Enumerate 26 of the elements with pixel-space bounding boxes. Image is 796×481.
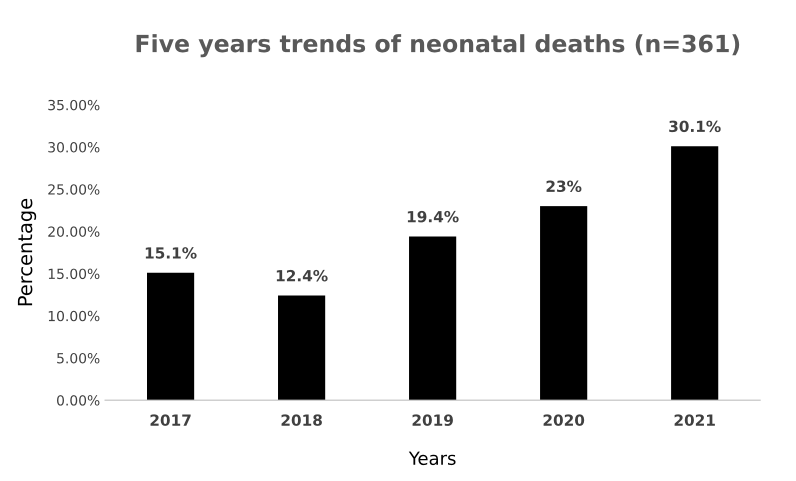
y-axis-title: Percentage — [18, 198, 36, 306]
bar — [671, 146, 718, 400]
y-tick-label: 5.00% — [57, 352, 100, 364]
x-tick-label: 2020 — [544, 414, 584, 426]
data-label: 30.1% — [669, 120, 721, 132]
y-tick-label: 30.00% — [48, 142, 100, 153]
bar — [409, 236, 456, 400]
data-label: 15.1% — [146, 247, 197, 259]
y-tick-label: 25.00% — [48, 184, 100, 195]
bar — [147, 272, 194, 400]
chart-title: Five years trends of neonatal deaths (n=361) — [136, 34, 740, 58]
data-label: 19.4% — [408, 210, 459, 222]
bar — [278, 296, 326, 400]
x-tick-label: 2018 — [282, 414, 322, 426]
x-axis-title: Years — [408, 452, 456, 466]
x-tick-label: 2021 — [674, 414, 715, 426]
y-tick-label: 15.00% — [48, 268, 100, 280]
y-tick-label: 10.00% — [48, 310, 100, 322]
y-tick-label: 35.00% — [48, 100, 100, 110]
x-tick-label: 2017 — [150, 414, 191, 426]
data-label: 23% — [546, 180, 582, 192]
x-tick-label: 2019 — [412, 414, 453, 426]
y-tick-label: 20.00% — [48, 226, 100, 237]
data-label: 12.4% — [276, 270, 328, 282]
y-tick-label: 0.00% — [57, 395, 100, 406]
bar — [540, 206, 588, 400]
